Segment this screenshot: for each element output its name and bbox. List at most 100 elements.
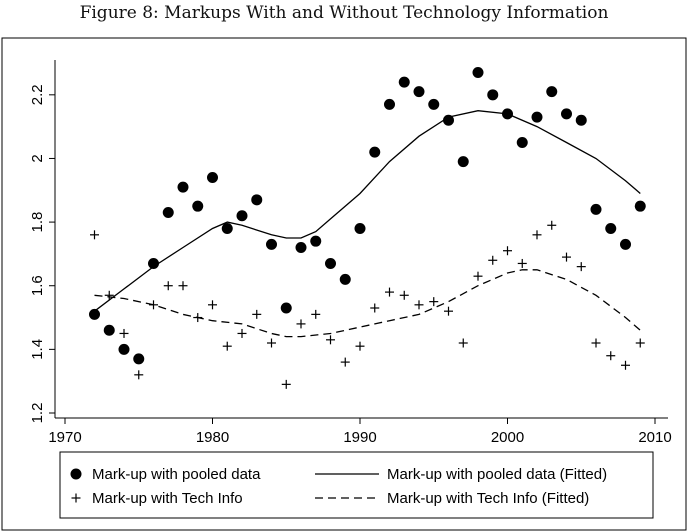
point-pooled	[354, 222, 366, 234]
point-tech-info	[252, 309, 262, 319]
x-tick-label: 1980	[196, 429, 229, 446]
legend-label: Mark-up with Tech Info	[92, 490, 243, 507]
point-tech-info	[635, 338, 645, 348]
y-tick-label: 2.2	[29, 84, 46, 105]
point-pooled	[280, 302, 292, 314]
point-pooled	[325, 257, 336, 269]
point-pooled	[546, 86, 558, 98]
x-tick-label: 2010	[638, 429, 671, 446]
point-tech-info	[621, 360, 630, 370]
point-pooled	[310, 235, 322, 247]
point-pooled	[295, 242, 307, 254]
point-tech-info	[149, 300, 158, 310]
point-pooled	[398, 76, 410, 88]
point-tech-info	[576, 262, 586, 272]
point-pooled	[177, 181, 189, 193]
fitted-line-tech-info	[94, 269, 641, 338]
point-pooled	[413, 86, 425, 98]
point-pooled	[89, 308, 100, 320]
plot-marks	[89, 67, 646, 389]
point-tech-info	[267, 338, 276, 348]
axes: 1970 1980 1990 2000 2010 1.2 1.4 1.6 1.8 2 2.2	[29, 60, 672, 446]
point-tech-info	[591, 338, 601, 348]
x-tick-label: 2000	[491, 429, 524, 446]
point-tech-info	[473, 271, 483, 281]
point-tech-info	[355, 341, 365, 351]
point-tech-info	[237, 328, 247, 338]
point-pooled	[266, 238, 277, 250]
y-tick-label: 1.8	[29, 212, 46, 233]
point-tech-info	[178, 281, 188, 291]
point-pooled	[590, 203, 602, 215]
point-tech-info	[606, 351, 616, 361]
point-pooled	[428, 98, 440, 110]
point-pooled	[516, 137, 528, 149]
point-tech-info	[385, 287, 394, 297]
point-pooled	[133, 353, 145, 365]
point-pooled	[575, 114, 587, 126]
point-pooled	[148, 257, 159, 269]
outer-frame	[1, 37, 687, 531]
point-tech-info	[399, 290, 409, 300]
point-pooled	[502, 108, 513, 120]
point-pooled	[487, 89, 499, 101]
point-pooled	[620, 238, 631, 250]
point-pooled	[207, 172, 218, 184]
y-tick-label: 1.2	[29, 403, 46, 424]
legend: Mark-up with pooled data Mark-up with poo…	[59, 451, 654, 519]
point-tech-info	[163, 281, 173, 291]
point-pooled	[457, 156, 469, 168]
point-pooled	[561, 108, 572, 120]
point-pooled	[118, 343, 130, 355]
x-tick-label: 1990	[343, 429, 376, 446]
fitted-line-pooled	[94, 110, 641, 312]
point-tech-info	[370, 303, 380, 313]
point-tech-info	[326, 335, 335, 345]
point-tech-info	[444, 306, 453, 316]
point-tech-info	[134, 370, 144, 380]
point-tech-info	[90, 230, 99, 240]
point-tech-info	[296, 319, 306, 329]
point-pooled	[634, 200, 646, 212]
point-pooled	[236, 210, 248, 222]
point-tech-info	[208, 300, 217, 310]
point-tech-info	[517, 258, 527, 268]
point-pooled	[192, 200, 204, 212]
point-tech-info	[340, 357, 350, 367]
point-pooled	[531, 111, 543, 123]
x-tick-label: 1970	[48, 429, 81, 446]
legend-key-pooled	[70, 468, 82, 480]
point-pooled	[221, 222, 233, 234]
point-pooled	[443, 114, 454, 126]
point-pooled	[162, 207, 174, 219]
point-pooled	[384, 98, 395, 110]
point-tech-info	[503, 246, 512, 256]
point-tech-info	[414, 300, 424, 310]
y-tick-label: 1.6	[29, 275, 46, 296]
point-tech-info	[104, 290, 114, 300]
y-tick-label: 2	[29, 154, 46, 162]
legend-box	[59, 451, 654, 519]
point-tech-info	[193, 313, 203, 323]
point-tech-info	[119, 328, 129, 338]
point-tech-info	[562, 252, 571, 262]
point-pooled	[369, 146, 381, 158]
point-tech-info	[532, 230, 542, 240]
y-tick-label: 1.4	[29, 339, 46, 360]
point-tech-info	[222, 341, 232, 351]
legend-label: Mark-up with pooled data	[92, 466, 261, 483]
legend-label: Mark-up with pooled data (Fitted)	[387, 466, 607, 483]
point-pooled	[103, 324, 115, 336]
point-tech-info	[429, 297, 439, 307]
point-pooled	[339, 273, 351, 285]
point-tech-info	[311, 309, 321, 319]
point-pooled	[605, 222, 617, 234]
legend-key-tech-info	[71, 493, 81, 503]
point-pooled	[472, 67, 484, 79]
point-pooled	[251, 194, 263, 206]
point-tech-info	[458, 338, 468, 348]
point-tech-info	[547, 220, 557, 230]
point-tech-info	[281, 379, 291, 389]
chart-title: Figure 8: Markups With and Without Techn…	[79, 3, 609, 23]
